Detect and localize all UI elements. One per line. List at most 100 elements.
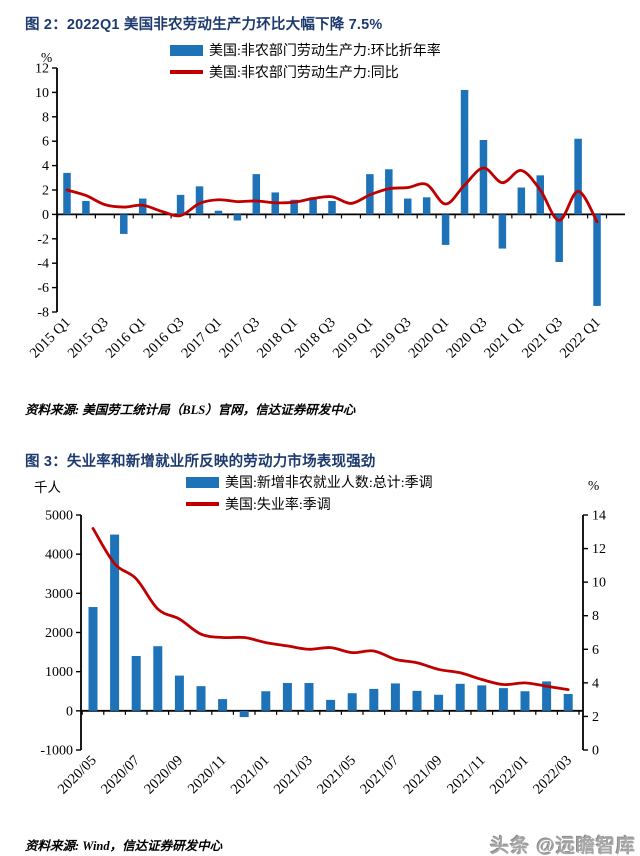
y-tick-label: 0 xyxy=(592,744,599,759)
bar xyxy=(517,187,526,215)
bar xyxy=(304,683,314,711)
y-tick-label: 2000 xyxy=(45,626,73,641)
bar xyxy=(82,200,90,215)
y-tick-label: -6 xyxy=(37,281,49,296)
bar xyxy=(593,214,601,306)
x-tick-label: 2020/11 xyxy=(185,753,230,798)
figure3-title: 图 3：失业率和新增就业所反映的劳动力市场表现强劲 xyxy=(25,454,376,470)
figure3-chart: -1000 0 1000 2000 3000 4000 5000 0 2 4 6 8 10 12 14 202… xyxy=(40,509,606,798)
bar xyxy=(498,688,508,711)
bar xyxy=(282,683,292,711)
y-tick-label: 12 xyxy=(592,542,606,557)
bar xyxy=(412,690,422,711)
bar xyxy=(460,89,469,215)
x-tick-label: 2021/05 xyxy=(314,753,359,798)
x-tick-label: 2020/07 xyxy=(98,753,143,798)
bar xyxy=(347,693,357,711)
y-tick-label: 8 xyxy=(592,609,599,624)
x-tick-label: 2022/03 xyxy=(530,753,575,798)
legend-item: 美国:非农部门劳动生产力:同比 xyxy=(170,62,441,82)
legend-label: 美国:非农部门劳动生产力:环比折年率 xyxy=(209,44,441,59)
bar xyxy=(120,214,128,234)
y-axis-left: -8 -6 -4 -2 0 2 4 6 8 10 12 xyxy=(35,62,58,321)
y-axis-right: 0 2 4 6 8 10 12 14 xyxy=(582,509,606,759)
y-tick-label: 4 xyxy=(42,159,49,174)
x-tick-label: 2022 Q1 xyxy=(557,315,604,362)
figure2-title: 图 2：2022Q1 美国非农劳动生产力环比大幅下降 7.5% xyxy=(25,17,383,33)
x-tick-label: 2021/03 xyxy=(271,753,316,798)
x-tick-label: 2018 Q1 xyxy=(254,315,301,362)
x-tick-label: 2017 Q3 xyxy=(216,315,263,362)
bar xyxy=(239,710,249,718)
legend-label: 美国:失业率:季调 xyxy=(225,498,331,513)
x-tick-label: 2015 Q3 xyxy=(65,315,112,362)
bar xyxy=(434,694,444,711)
x-tick-label: 2016 Q3 xyxy=(140,315,187,362)
bar xyxy=(369,688,379,711)
x-tick-label: 2020 Q1 xyxy=(406,315,453,362)
y-tick-label: 0 xyxy=(66,704,73,719)
y-tick-label: 6 xyxy=(42,135,49,150)
bar xyxy=(574,138,582,215)
x-tick-label: 2020/09 xyxy=(141,753,186,798)
bar xyxy=(261,691,271,711)
bar xyxy=(214,210,223,215)
x-tick-label: 2022/01 xyxy=(487,753,532,798)
figure2-y-axis-unit: % xyxy=(41,50,53,65)
bar xyxy=(233,214,242,221)
x-tick-label: 2021 Q1 xyxy=(481,315,528,362)
bar xyxy=(176,194,185,215)
bar xyxy=(196,686,206,711)
x-tick-label: 2021/11 xyxy=(444,753,489,798)
bar xyxy=(153,646,163,711)
legend-label: 美国:非农部门劳动生产力:同比 xyxy=(209,66,399,81)
x-tick-label: 2019 Q3 xyxy=(368,315,415,362)
legend-line-swatch-icon xyxy=(170,70,203,74)
bar xyxy=(88,607,98,711)
x-tick-label: 2016 Q1 xyxy=(103,315,150,362)
legend-line-swatch-icon xyxy=(186,502,219,506)
x-tick-label: 2017 Q1 xyxy=(178,315,225,362)
y-tick-label: 2 xyxy=(42,184,49,199)
bar xyxy=(403,198,412,215)
bar xyxy=(252,174,261,215)
trend-line xyxy=(65,166,599,224)
y-tick-label: 3000 xyxy=(45,587,73,602)
x-tick-labels: 2020/052020/072020/092020/112021/012021/… xyxy=(55,753,575,798)
y-tick-label: 1000 xyxy=(45,665,73,680)
bar xyxy=(290,199,298,215)
bar xyxy=(131,656,141,711)
y-tick-label: -1000 xyxy=(40,744,73,759)
bar xyxy=(309,197,317,215)
bar xyxy=(422,197,431,215)
figure2-source: 资料来源: 美国劳工统计局（BLS）官网，信达证券研发中心 xyxy=(25,403,356,417)
figure3-right-axis-unit: % xyxy=(588,478,600,493)
y-axis-left: -1000 0 1000 2000 3000 4000 5000 xyxy=(40,509,82,759)
bar xyxy=(390,683,400,711)
y-tick-label: 10 xyxy=(35,86,49,101)
legend-item: 美国:非农部门劳动生产力:环比折年率 xyxy=(170,40,441,60)
y-tick-label: 2 xyxy=(592,710,599,725)
x-tick-label: 2021/09 xyxy=(401,753,446,798)
y-tick-label: 0 xyxy=(42,208,49,223)
bar-series xyxy=(88,534,573,718)
figure3-source: 资料来源: Wind，信达证券研发中心 xyxy=(25,839,223,853)
legend-bar-swatch-icon xyxy=(170,44,203,56)
bar xyxy=(385,169,393,215)
bar xyxy=(195,186,204,215)
bar xyxy=(328,200,336,215)
y-tick-label: 8 xyxy=(42,110,49,125)
bar xyxy=(555,214,563,262)
bar xyxy=(455,683,465,711)
y-tick-label: 4 xyxy=(592,676,599,691)
y-tick-label: 10 xyxy=(592,576,606,591)
bar xyxy=(174,675,184,711)
y-tick-label: 14 xyxy=(592,509,606,524)
y-tick-label: 6 xyxy=(592,643,599,658)
x-tick-label: 2015 Q1 xyxy=(27,315,74,362)
x-tick-label: 2021/01 xyxy=(228,753,273,798)
bar xyxy=(498,214,507,249)
watermark: 头条 @远瞻智库 xyxy=(490,836,636,856)
